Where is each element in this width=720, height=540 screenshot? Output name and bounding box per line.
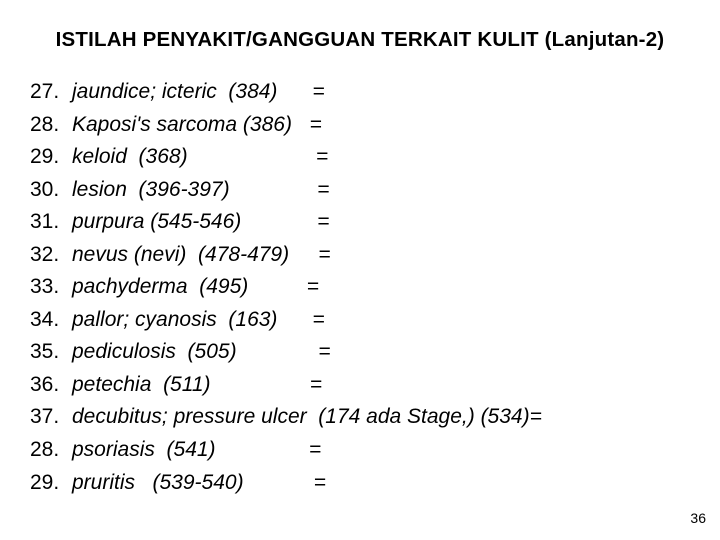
list-item: 33.pachyderma (495) = [30,271,690,304]
item-number: 28. [30,109,72,142]
list-item: 32.nevus (nevi) (478-479) = [30,239,690,272]
item-number: 35. [30,336,72,369]
list-item: 35.pediculosis (505) = [30,336,690,369]
slide-title: ISTILAH PENYAKIT/GANGGUAN TERKAIT KULIT … [30,28,690,52]
item-term: nevus (nevi) (478-479) = [72,239,331,272]
item-term: psoriasis (541) = [72,434,321,467]
item-term: jaundice; icteric (384) = [72,76,325,109]
item-term: petechia (511) = [72,369,322,402]
item-number: 31. [30,206,72,239]
list-item: 30.lesion (396-397) = [30,174,690,207]
item-term: pediculosis (505) = [72,336,331,369]
list-item: 31.purpura (545-546) = [30,206,690,239]
slide: ISTILAH PENYAKIT/GANGGUAN TERKAIT KULIT … [0,0,720,540]
list-item: 27.jaundice; icteric (384) = [30,76,690,109]
item-term: pachyderma (495) = [72,271,319,304]
item-number: 29. [30,141,72,174]
list-item: 29.pruritis (539-540) = [30,467,690,500]
item-term: keloid (368) = [72,141,328,174]
list-item: 28.psoriasis (541) = [30,434,690,467]
page-number: 36 [690,510,706,526]
term-list: 27.jaundice; icteric (384) = 28.Kaposi's… [30,76,690,499]
list-item: 29.keloid (368) = [30,141,690,174]
list-item: 37.decubitus; pressure ulcer (174 ada St… [30,401,690,434]
item-term: pruritis (539-540) = [72,467,326,500]
item-number: 30. [30,174,72,207]
item-number: 28. [30,434,72,467]
item-term: purpura (545-546) = [72,206,329,239]
list-item: 34.pallor; cyanosis (163) = [30,304,690,337]
item-number: 29. [30,467,72,500]
item-number: 33. [30,271,72,304]
item-term: lesion (396-397) = [72,174,329,207]
item-number: 32. [30,239,72,272]
item-number: 27. [30,76,72,109]
item-number: 37. [30,401,72,434]
item-term: pallor; cyanosis (163) = [72,304,325,337]
list-item: 36.petechia (511) = [30,369,690,402]
item-term: decubitus; pressure ulcer (174 ada Stage… [72,401,542,434]
list-item: 28.Kaposi's sarcoma (386) = [30,109,690,142]
item-term: Kaposi's sarcoma (386) = [72,109,322,142]
item-number: 34. [30,304,72,337]
item-number: 36. [30,369,72,402]
